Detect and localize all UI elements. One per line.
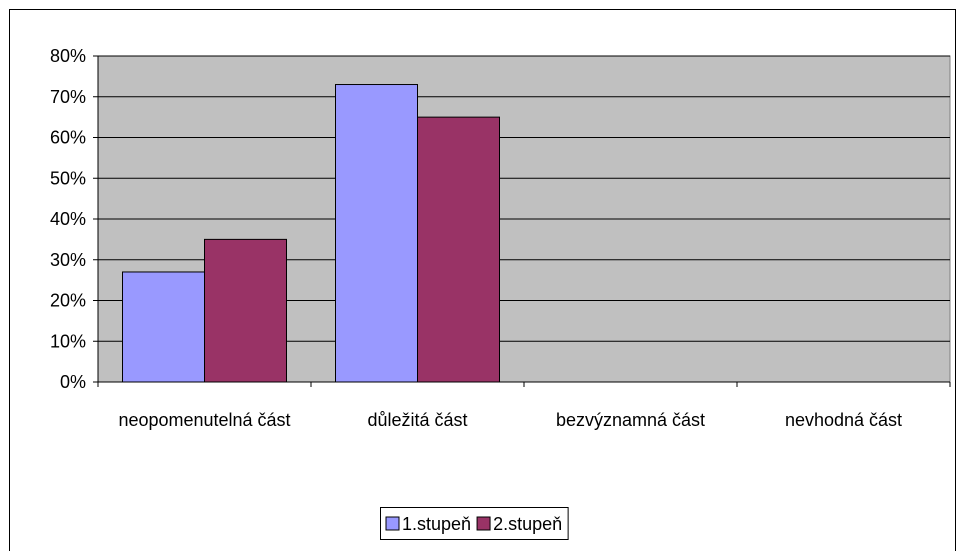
legend-label: 2.stupeň bbox=[493, 514, 562, 534]
y-tick-label: 60% bbox=[50, 128, 86, 148]
y-tick-label: 20% bbox=[50, 291, 86, 311]
x-tick-label: nevhodná část bbox=[785, 410, 902, 430]
x-tick-label: důležitá část bbox=[367, 410, 467, 430]
legend-swatch bbox=[385, 516, 400, 531]
y-tick-label: 70% bbox=[50, 87, 86, 107]
legend-label: 1.stupeň bbox=[402, 514, 471, 534]
y-tick-label: 10% bbox=[50, 331, 86, 351]
y-tick-label: 0% bbox=[60, 372, 86, 392]
y-tick-label: 50% bbox=[50, 168, 86, 188]
x-tick-label: bezvýznamná část bbox=[556, 410, 705, 430]
bar bbox=[417, 116, 500, 383]
y-tick-label: 40% bbox=[50, 209, 86, 229]
legend-swatch bbox=[476, 516, 491, 531]
bar bbox=[122, 271, 205, 383]
y-tick-label: 30% bbox=[50, 250, 86, 270]
bar bbox=[204, 238, 287, 383]
legend-box bbox=[380, 507, 569, 540]
bar bbox=[335, 84, 418, 383]
x-tick-label: neopomenutelná část bbox=[118, 410, 290, 430]
y-tick-label: 80% bbox=[50, 46, 86, 66]
